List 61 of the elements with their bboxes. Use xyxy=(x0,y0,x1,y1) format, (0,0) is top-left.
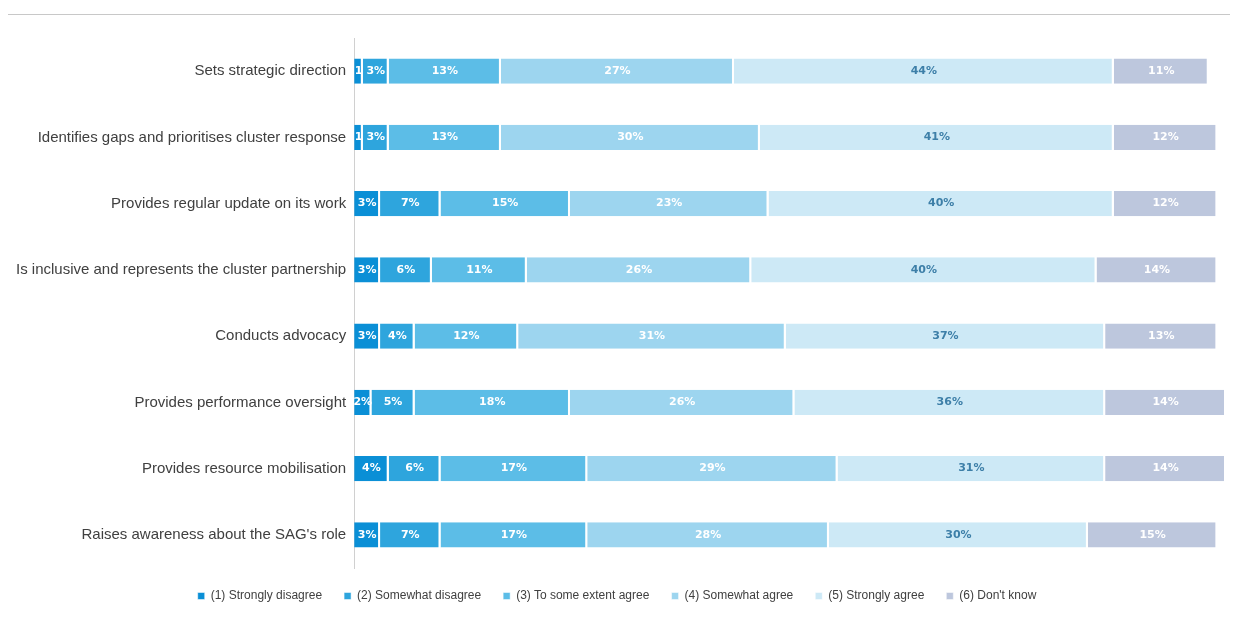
data-label: 26% xyxy=(625,262,653,276)
data-label: 13% xyxy=(431,63,458,77)
data-label: 40% xyxy=(910,262,938,276)
data-label: 11% xyxy=(1148,63,1175,77)
data-label: 7% xyxy=(400,527,420,541)
data-label: 31% xyxy=(958,461,985,475)
data-label: 18% xyxy=(479,395,506,409)
y-tick-label: Provides performance oversight xyxy=(134,392,347,410)
data-label: 3% xyxy=(366,130,386,144)
y-tick-label: Raises awareness about the SAG's role xyxy=(81,525,347,543)
data-label: 12% xyxy=(453,328,480,342)
data-label: 26% xyxy=(669,395,696,409)
y-tick-label: Is inclusive and represents the cluster partnership xyxy=(16,260,347,278)
data-label: 30% xyxy=(617,130,644,144)
data-label: 30% xyxy=(945,527,972,541)
data-label: 1 xyxy=(354,130,363,144)
data-label: 14% xyxy=(1143,262,1171,276)
data-label: 40% xyxy=(927,196,955,210)
y-tick-label: Provides resource mobilisation xyxy=(141,458,347,476)
y-tick-label: Provides regular update on its work xyxy=(111,193,347,211)
data-label: 41% xyxy=(923,130,950,144)
data-label: 12% xyxy=(1152,196,1179,210)
data-label: 13% xyxy=(431,130,458,144)
data-label: 13% xyxy=(1148,328,1175,342)
data-label: 29% xyxy=(699,461,726,475)
data-label: 3% xyxy=(357,527,377,541)
legend-label: (4) Somewhat agree xyxy=(684,588,794,603)
data-label: 23% xyxy=(656,196,683,210)
legend-label: (1) Strongly disagree xyxy=(210,588,323,603)
data-label: 3% xyxy=(357,328,377,342)
data-label: 36% xyxy=(936,395,963,409)
data-label: 15% xyxy=(1139,527,1166,541)
data-label: 4% xyxy=(387,328,407,342)
data-label: 6% xyxy=(396,262,416,276)
data-label: 4% xyxy=(362,461,381,475)
legend-label: (3) To some extent agree xyxy=(516,588,650,603)
data-label: 27% xyxy=(604,63,631,77)
legend-label: (2) Somewhat disagree xyxy=(357,588,482,603)
y-tick-label: Identifies gaps and prioritises cluster response xyxy=(37,127,347,145)
data-label: 3% xyxy=(366,63,386,77)
data-label: 3% xyxy=(357,262,377,276)
data-label: 6% xyxy=(405,461,424,475)
data-label: 11% xyxy=(466,262,493,276)
data-label: 17% xyxy=(500,527,528,541)
y-tick-label: Sets strategic direction xyxy=(194,61,347,79)
data-label: 37% xyxy=(932,328,959,342)
data-label: 3% xyxy=(357,196,377,210)
legend-label: (6) Don't know xyxy=(959,588,1037,603)
data-label: 15% xyxy=(492,196,519,210)
legend-label: (5) Strongly agree xyxy=(828,588,925,603)
data-label: 5% xyxy=(383,395,403,409)
data-label: 1 xyxy=(354,63,363,77)
data-label: 14% xyxy=(1152,395,1179,409)
data-label: 17% xyxy=(500,461,528,475)
y-tick-label: Conducts advocacy xyxy=(215,326,347,344)
data-label: 14% xyxy=(1152,461,1179,475)
data-label: 7% xyxy=(400,196,420,210)
data-label: 31% xyxy=(638,328,666,342)
data-label: 44% xyxy=(910,63,938,77)
data-label: 12% xyxy=(1152,130,1179,144)
data-label: 28% xyxy=(694,527,722,541)
